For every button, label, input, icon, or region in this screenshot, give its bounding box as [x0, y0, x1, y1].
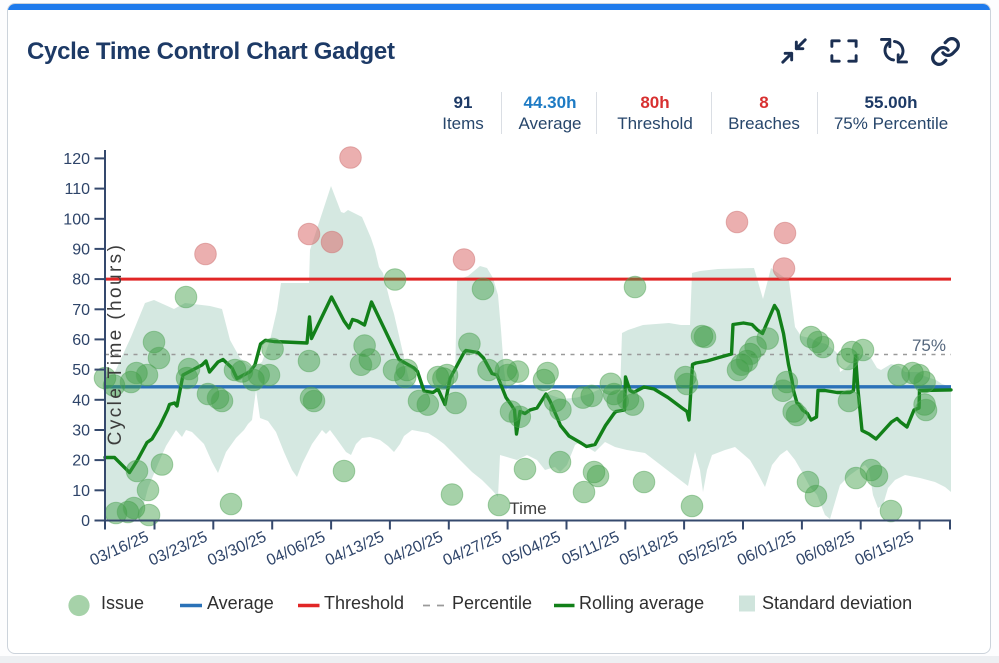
svg-text:0: 0: [81, 513, 90, 530]
svg-text:06/08/25: 06/08/25: [794, 529, 858, 570]
svg-text:120: 120: [63, 151, 90, 168]
svg-text:50: 50: [72, 362, 90, 379]
svg-text:03/23/25: 03/23/25: [146, 529, 210, 570]
svg-text:60: 60: [72, 332, 90, 349]
svg-text:04/06/25: 04/06/25: [264, 529, 328, 570]
svg-text:30: 30: [72, 423, 90, 440]
svg-text:Average: Average: [207, 593, 274, 613]
svg-text:05/04/25: 05/04/25: [500, 529, 564, 570]
svg-text:04/20/25: 04/20/25: [382, 529, 446, 570]
svg-text:40: 40: [72, 392, 90, 409]
svg-text:100: 100: [63, 211, 90, 228]
svg-text:75%: 75%: [912, 336, 946, 355]
svg-text:03/30/25: 03/30/25: [205, 529, 269, 570]
svg-text:Cycle Time (hours): Cycle Time (hours): [105, 243, 126, 446]
svg-text:Standard deviation: Standard deviation: [762, 593, 912, 613]
svg-text:Rolling average: Rolling average: [579, 593, 704, 613]
svg-text:90: 90: [72, 241, 90, 258]
svg-text:05/18/25: 05/18/25: [617, 529, 681, 570]
svg-text:05/25/25: 05/25/25: [676, 529, 740, 570]
svg-text:06/15/25: 06/15/25: [853, 529, 917, 570]
svg-text:70: 70: [72, 302, 90, 319]
svg-text:Issue: Issue: [101, 593, 144, 613]
svg-text:03/16/25: 03/16/25: [88, 529, 152, 570]
svg-text:Time: Time: [509, 499, 546, 518]
svg-text:110: 110: [64, 181, 90, 198]
svg-text:10: 10: [72, 483, 90, 500]
svg-text:04/13/25: 04/13/25: [323, 529, 387, 570]
svg-text:80: 80: [72, 272, 90, 289]
svg-text:05/11/25: 05/11/25: [559, 529, 622, 569]
svg-text:04/27/25: 04/27/25: [441, 529, 505, 570]
svg-text:Threshold: Threshold: [324, 593, 404, 613]
svg-text:06/01/25: 06/01/25: [735, 529, 799, 570]
svg-text:Percentile: Percentile: [452, 593, 532, 613]
svg-text:20: 20: [72, 453, 90, 470]
